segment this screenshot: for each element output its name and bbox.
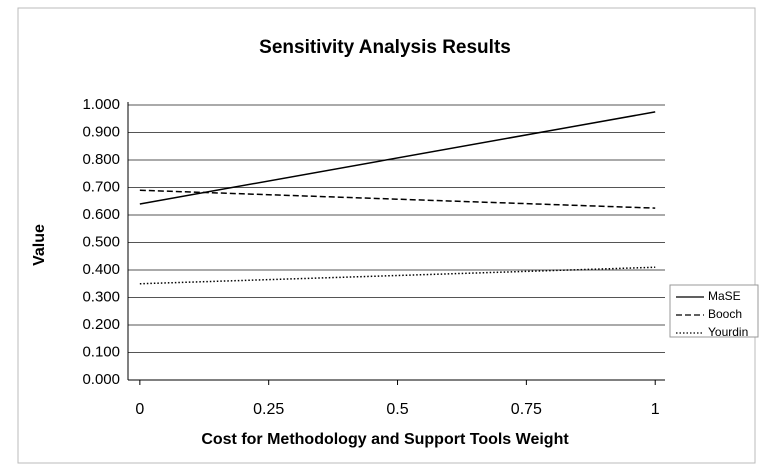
series-line (139, 189, 656, 209)
legend-box (669, 284, 759, 338)
x-tick-label: 0.25 (253, 401, 284, 418)
y-tick-label: 0.500 (82, 233, 120, 250)
x-axis-label: Cost for Methodology and Support Tools W… (201, 431, 569, 448)
y-tick-label: 0.400 (82, 261, 120, 278)
series-line (139, 111, 656, 205)
y-tick-label: 0.800 (82, 151, 120, 168)
y-tick-label: 0.900 (82, 123, 120, 140)
legend-label: MaSE (708, 289, 741, 303)
legend-label: Yourdin (708, 325, 748, 339)
y-tick-label: 0.600 (82, 206, 120, 223)
x-tick-label: 0 (135, 401, 144, 418)
y-tick-label: 0.000 (82, 371, 120, 388)
y-tick-label: 0.300 (82, 288, 120, 305)
y-axis-label: Value (31, 224, 48, 266)
y-tick-label: 0.200 (82, 316, 120, 333)
x-tick-label: 0.75 (511, 401, 542, 418)
y-tick-label: 1.000 (82, 96, 120, 113)
x-tick-label: 1 (651, 401, 660, 418)
y-tick-label: 0.100 (82, 343, 120, 360)
y-tick-label: 0.700 (82, 178, 120, 195)
x-tick-label: 0.5 (386, 401, 408, 418)
chart-title: Sensitivity Analysis Results (259, 37, 511, 58)
legend-label: Booch (708, 307, 742, 321)
chart-border (17, 7, 756, 464)
